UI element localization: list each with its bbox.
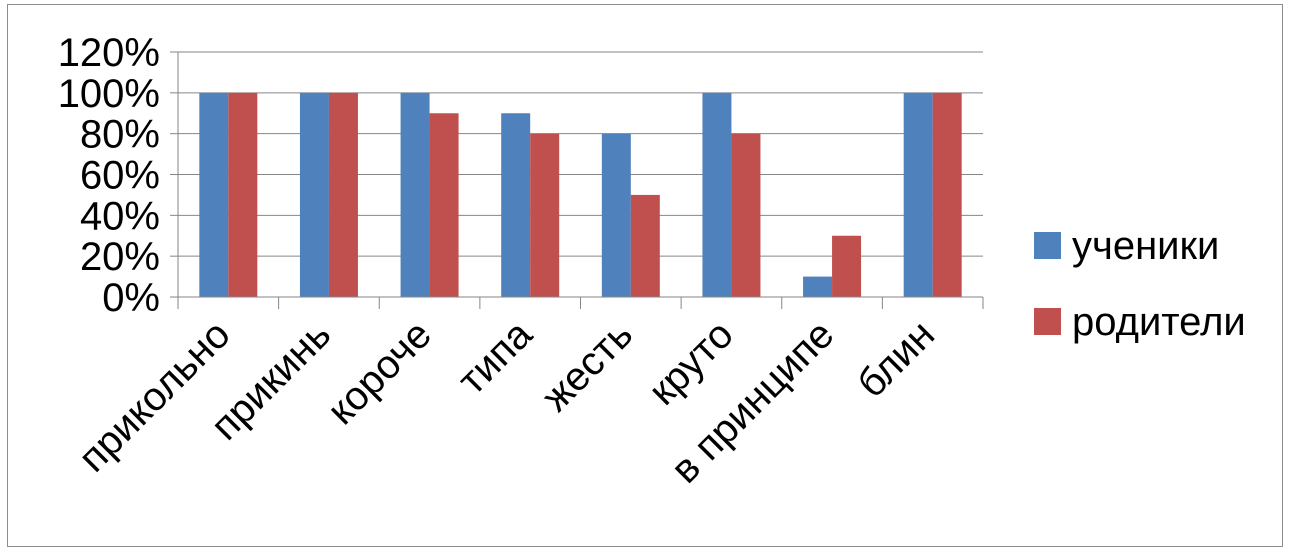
x-tick-label: прикольно — [70, 312, 238, 480]
bar-series-1 — [803, 276, 833, 297]
y-tick-label: 0% — [102, 276, 160, 320]
bar-series-1 — [501, 113, 531, 297]
bar-series-1 — [299, 92, 329, 297]
x-tick-label: короче — [319, 312, 440, 433]
bar-series-2 — [932, 92, 962, 297]
x-tick-label: жесть — [534, 312, 642, 420]
y-tick-label: 80% — [80, 113, 160, 157]
x-tick-label: блин — [849, 312, 943, 406]
legend: ученики родители — [1034, 224, 1246, 344]
y-tick-label: 20% — [80, 235, 160, 279]
legend-label: родители — [1072, 300, 1246, 344]
y-tick-label: 100% — [58, 72, 160, 116]
bar-series-2 — [832, 235, 862, 297]
bar-series-1 — [903, 92, 933, 297]
bar-series-2 — [429, 113, 459, 297]
bar-series-2 — [228, 92, 258, 297]
axes — [170, 51, 984, 309]
bar-series-2 — [731, 133, 761, 297]
bar-series-2 — [328, 92, 358, 297]
bar-series-2 — [630, 194, 660, 297]
gridlines — [178, 51, 983, 257]
bar-series-1 — [702, 92, 732, 297]
bar-series-1 — [601, 133, 631, 297]
bars — [199, 92, 962, 297]
y-tick-label: 120% — [58, 31, 160, 75]
legend-label: ученики — [1072, 224, 1219, 268]
y-tick-label: 40% — [80, 194, 160, 238]
y-tick-label: 60% — [80, 154, 160, 198]
bar-series-1 — [400, 92, 430, 297]
y-tick-labels: 0%20%40%60%80%100%120% — [58, 31, 160, 320]
bar-series-1 — [199, 92, 229, 297]
bar-series-2 — [530, 133, 560, 297]
legend-swatch — [1034, 232, 1061, 259]
legend-swatch — [1034, 308, 1061, 335]
x-tick-label: типа — [450, 312, 541, 403]
